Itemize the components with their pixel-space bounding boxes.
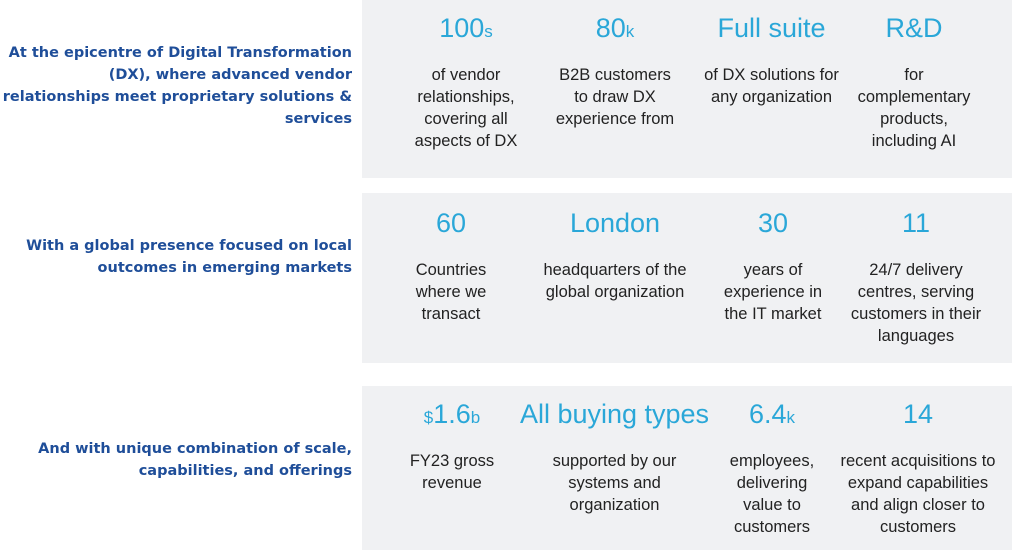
stat-value: 60 (435, 208, 467, 238)
stat-value: R&D (885, 13, 943, 43)
stat-vendor-relationships: 100s of vendor relationships, covering a… (387, 12, 545, 152)
stat-description: for complementary products, including AI (857, 66, 971, 150)
stat-value: 11 (901, 208, 931, 238)
stat-acquisitions: 14 recent acquisitions to expand capabil… (834, 398, 1002, 538)
stat-description: Countries where we transact (415, 261, 487, 323)
stat-value: Full suite (717, 13, 826, 43)
stats-panel: $1.6b FY23 gross revenue All buying type… (362, 386, 1012, 550)
stat-value: 6.4k (748, 399, 796, 429)
stat-value: 80k (595, 13, 635, 43)
stat-full-suite: Full suite of DX solutions for any organ… (694, 12, 849, 108)
stat-rnd: R&D for complementary products, includin… (849, 12, 979, 152)
stat-description: supported by our systems and organizatio… (552, 452, 677, 514)
row-global-presence: With a global presence focused on local … (0, 193, 1024, 363)
stat-delivery-centres: 11 24/7 delivery centres, serving custom… (847, 207, 985, 347)
stat-description: employees, delivering value to customers (729, 452, 815, 536)
stat-value: 14 (902, 399, 934, 429)
stat-description: recent acquisitions to expand capabiliti… (840, 452, 996, 536)
stat-description: 24/7 delivery centres, serving customers… (850, 261, 982, 345)
stat-value: $1.6b (423, 399, 481, 429)
stat-value: 30 (757, 208, 789, 238)
stat-value: 100s (439, 13, 493, 43)
stats-panel: 60 Countries where we transact London he… (362, 193, 1012, 363)
row-label: At the epicentre of Digital Transformati… (2, 45, 352, 127)
stat-description: of DX solutions for any organization (704, 66, 839, 106)
stat-countries: 60 Countries where we transact (387, 207, 515, 325)
stat-value: London (569, 208, 661, 238)
stat-years-experience: 30 years of experience in the IT market (707, 207, 839, 325)
stat-b2b-customers: 80k B2B customers to draw DX experience … (540, 12, 690, 130)
stat-description: B2B customers to draw DX experience from (555, 66, 675, 128)
stat-value: All buying types (519, 399, 710, 429)
row-digital-transformation: At the epicentre of Digital Transformati… (0, 0, 1024, 178)
stat-description: of vendor relationships, covering all as… (414, 66, 518, 150)
stats-panel: 100s of vendor relationships, covering a… (362, 0, 1012, 178)
stat-gross-revenue: $1.6b FY23 gross revenue (392, 398, 512, 494)
row-label: And with unique combination of scale, ca… (38, 441, 352, 479)
stat-description: FY23 gross revenue (409, 452, 495, 492)
stat-employees: 6.4k employees, delivering value to cust… (717, 398, 827, 538)
row-label: With a global presence focused on local … (26, 238, 352, 276)
stat-description: headquarters of the global organization (543, 261, 687, 301)
stat-headquarters: London headquarters of the global organi… (532, 207, 698, 303)
row-scale-capabilities: And with unique combination of scale, ca… (0, 386, 1024, 550)
stat-buying-types: All buying types supported by our system… (512, 398, 717, 516)
stat-description: years of experience in the IT market (723, 261, 823, 323)
